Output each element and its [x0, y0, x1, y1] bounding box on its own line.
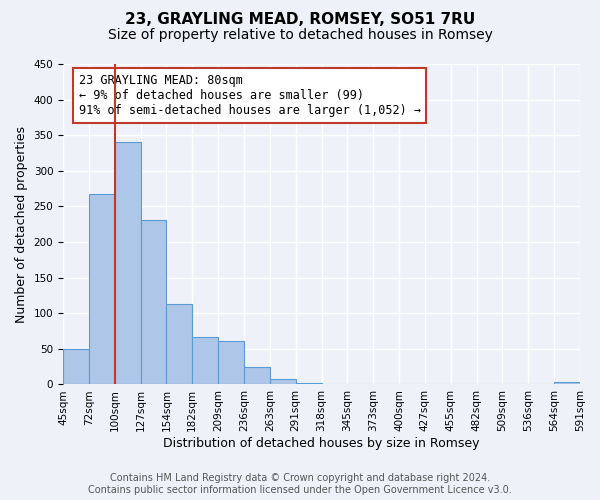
Bar: [554, 382, 580, 384]
Bar: [244, 366, 270, 384]
Bar: [192, 336, 218, 384]
Text: 23, GRAYLING MEAD, ROMSEY, SO51 7RU: 23, GRAYLING MEAD, ROMSEY, SO51 7RU: [125, 12, 475, 28]
Bar: [166, 304, 192, 384]
X-axis label: Distribution of detached houses by size in Romsey: Distribution of detached houses by size …: [163, 437, 480, 450]
Bar: [140, 220, 166, 384]
Bar: [296, 383, 322, 384]
Text: 23 GRAYLING MEAD: 80sqm
← 9% of detached houses are smaller (99)
91% of semi-det: 23 GRAYLING MEAD: 80sqm ← 9% of detached…: [79, 74, 421, 116]
Y-axis label: Number of detached properties: Number of detached properties: [15, 126, 28, 322]
Bar: [270, 380, 296, 384]
Bar: [115, 142, 140, 384]
Bar: [218, 341, 244, 384]
Bar: [89, 194, 115, 384]
Text: Size of property relative to detached houses in Romsey: Size of property relative to detached ho…: [107, 28, 493, 42]
Text: Contains HM Land Registry data © Crown copyright and database right 2024.
Contai: Contains HM Land Registry data © Crown c…: [88, 474, 512, 495]
Bar: [63, 349, 89, 384]
